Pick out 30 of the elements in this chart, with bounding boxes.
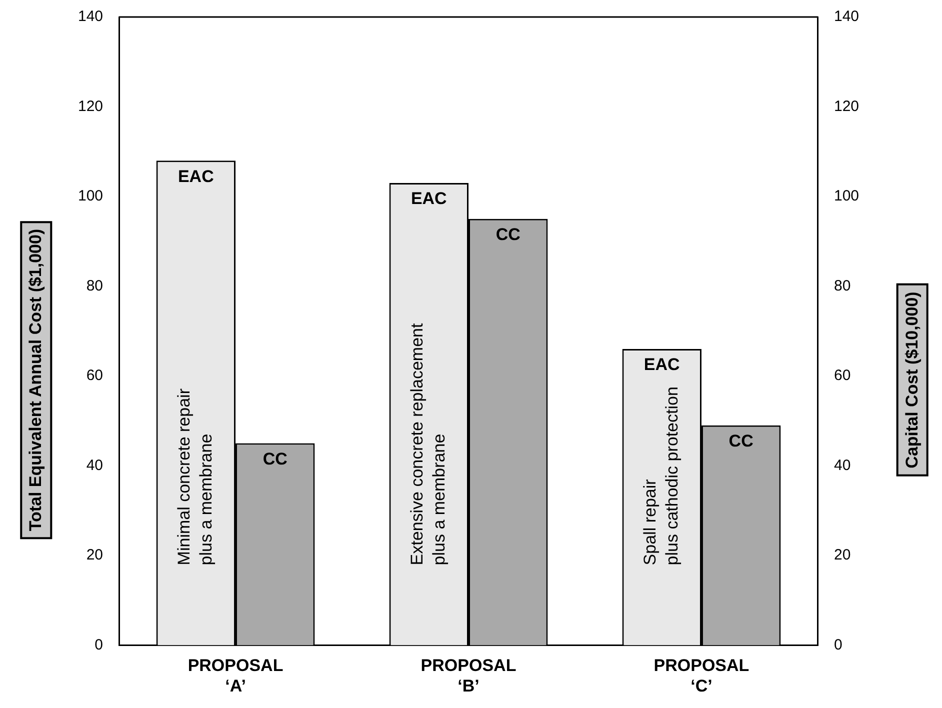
y-tick-label: 100 (78, 188, 104, 205)
y-tick-label: 140 (78, 8, 104, 26)
y-tick-label: 20 (86, 546, 104, 564)
series-label: EAC (178, 166, 214, 186)
y2-tick-label: 80 (834, 277, 851, 294)
annotation: Extensive concrete replacement plus a membrane (408, 323, 449, 566)
x-tick-label: PROPOSAL ‘A’ (188, 656, 284, 696)
y2-tick-label: 20 (834, 546, 851, 564)
y2-tick-label: 0 (834, 636, 842, 654)
y-tick-label: 40 (86, 456, 104, 474)
y-tick-label: 80 (86, 277, 104, 294)
annotation: Minimal concrete repair plus a membrane (174, 388, 216, 566)
y-tick-label: 0 (94, 636, 104, 654)
y2-tick-label: 140 (834, 8, 860, 26)
series-label: CC (262, 449, 288, 468)
text: CC (496, 225, 520, 244)
y2-tick-label: 100 (834, 188, 860, 205)
y-tick-label: 120 (78, 98, 104, 115)
text: CC (728, 432, 754, 451)
text: EAC (644, 355, 680, 374)
text: EAC (410, 189, 447, 208)
y2-tick-label: 40 (834, 456, 851, 474)
y-axis-title: Total Equivalent Annual Cost ($1,000) (20, 220, 52, 540)
y2-tick-label: 60 (834, 367, 851, 384)
y2-tick-label: 120 (834, 98, 860, 115)
y2-axis-title: Capital Cost ($10,000) (896, 284, 928, 476)
y-tick-label: 60 (86, 367, 104, 384)
x-tick-label: PROPOSAL ‘C’ (654, 656, 750, 696)
x-tick-label: PROPOSAL ‘B’ (420, 656, 516, 696)
annotation: Spall repair plus cathodic protection (640, 386, 682, 566)
